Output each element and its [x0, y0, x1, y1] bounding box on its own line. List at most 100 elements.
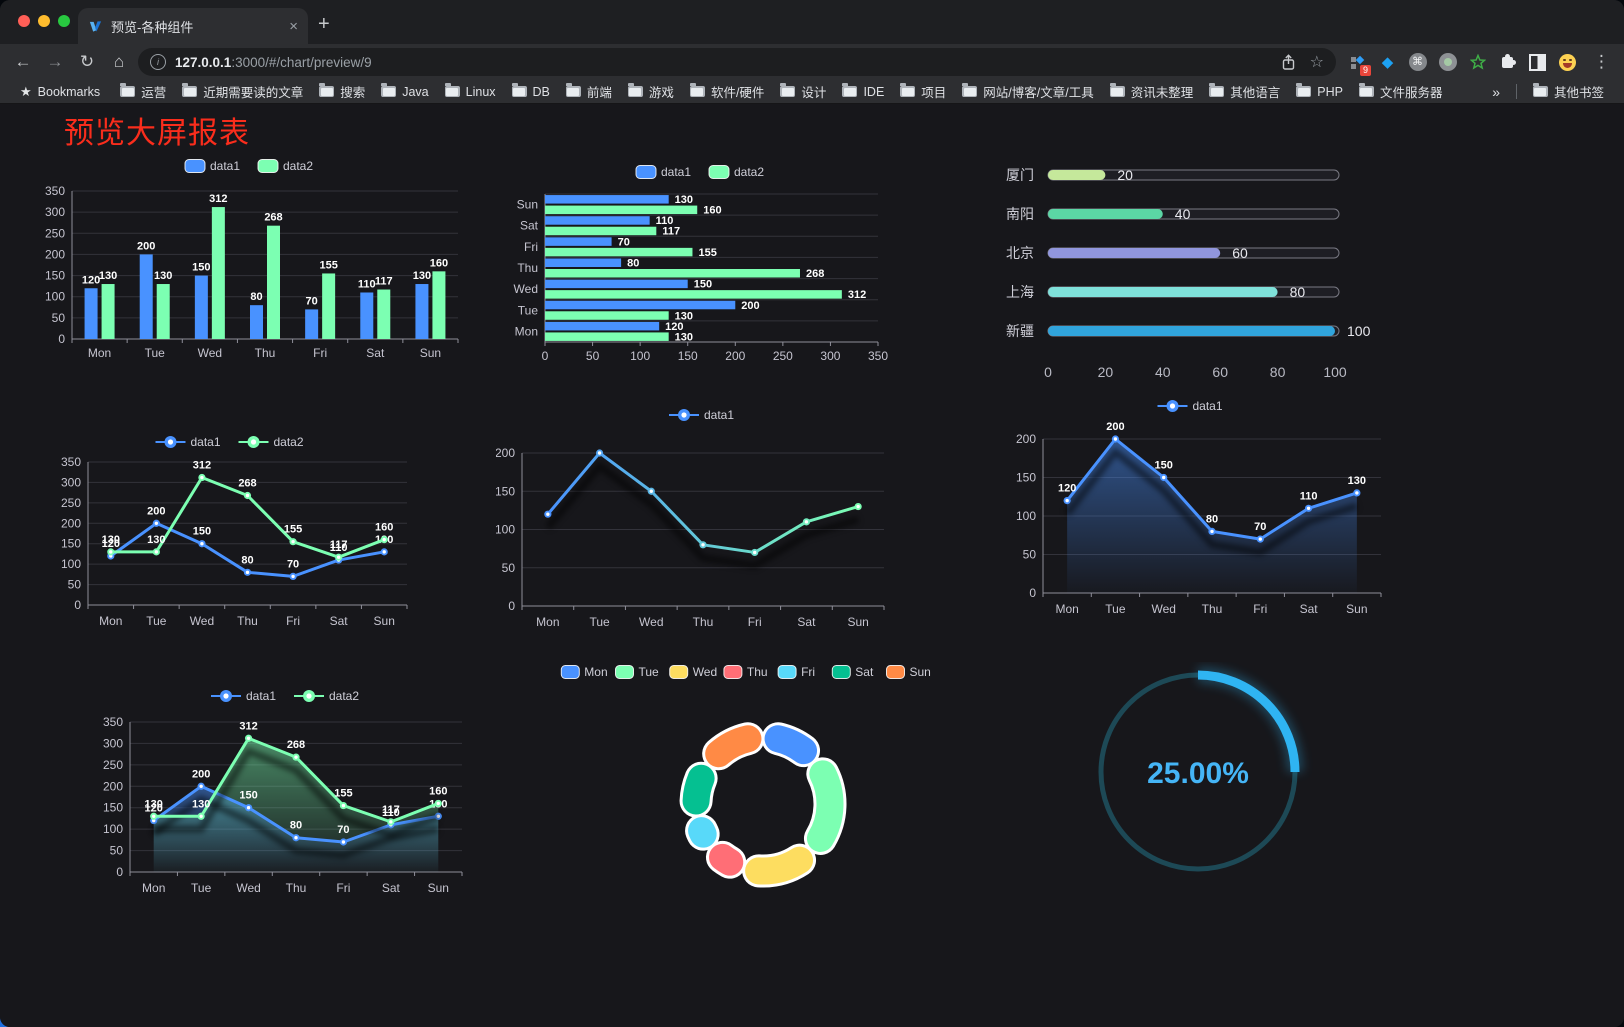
bookmark-folder[interactable]: 资讯未整理	[1102, 82, 1202, 101]
extensions-area: 9 ◆ ⌘	[1342, 53, 1583, 76]
new-tab-button[interactable]: +	[318, 13, 330, 35]
chart-canvas[interactable]: data1 data2 0 50 100 150 200 250 300 350 Mon Tue Wed…	[40, 148, 460, 366]
chart-bar-vertical[interactable]: data1 data2 0 50 100 150 200 250 300 350 Mon Tue Wed…	[40, 148, 460, 366]
chart-area-single[interactable]: data1 0 50 100 150 200 Mon Tue Wed Thu Fri Sat Sun 12…	[985, 392, 1397, 620]
svg-text:200: 200	[103, 779, 123, 793]
chart-area-two-series[interactable]: data1 data2 0 50 100 150 200 250 300 350 Mon Tue Wed…	[100, 682, 472, 908]
svg-text:20: 20	[1117, 167, 1133, 183]
svg-text:155: 155	[284, 524, 302, 536]
bookmark-folder[interactable]: DB	[504, 83, 558, 99]
svg-text:200: 200	[45, 247, 65, 261]
svg-text:268: 268	[287, 739, 305, 751]
chart-canvas[interactable]: 25.00%	[1078, 662, 1318, 882]
bookmark-label: Bookmarks	[37, 84, 101, 99]
svg-text:70: 70	[306, 295, 318, 307]
address-bar[interactable]: i 127.0.0.1:3000/#/chart/preview/9 ☆	[138, 48, 1336, 76]
chart-canvas[interactable]: Mon Tue Wed Thu Fri Sat Sun	[545, 652, 945, 904]
site-info-icon[interactable]: i	[150, 54, 166, 70]
folder-icon	[780, 83, 796, 97]
svg-text:200: 200	[725, 349, 745, 363]
folder-icon	[627, 83, 643, 97]
svg-text:70: 70	[337, 824, 349, 836]
folder-icon	[962, 83, 978, 97]
chart-gauge[interactable]: 25.00%	[1078, 662, 1318, 882]
contrast-icon[interactable]	[1528, 53, 1547, 72]
bookmark-folder[interactable]: 项目	[892, 82, 954, 101]
bookmark-folder[interactable]: 游戏	[620, 82, 682, 101]
bookmark-folder[interactable]: 文件服务器	[1351, 82, 1451, 101]
forward-button[interactable]: →	[46, 52, 64, 71]
gem-icon[interactable]: ◆	[1381, 54, 1394, 71]
svg-text:data1: data1	[661, 165, 691, 179]
folder-icon	[182, 83, 198, 97]
home-button[interactable]: ⌂	[113, 52, 125, 71]
bookmarks-root-item[interactable]: ★ Bookmarks	[12, 84, 108, 100]
svg-text:350: 350	[868, 349, 888, 363]
bookmarks-overflow-chevron[interactable]: »	[1492, 83, 1500, 100]
bookmark-folder[interactable]: Java	[373, 83, 436, 99]
svg-text:130: 130	[154, 270, 172, 282]
bookmark-folder[interactable]: 设计	[772, 82, 834, 101]
bookmark-star-icon[interactable]: ☆	[1309, 54, 1324, 71]
green-star-icon[interactable]	[1468, 53, 1487, 72]
svg-text:Sat: Sat	[366, 346, 385, 360]
bookmark-folder[interactable]: 网站/博客/文章/工具	[954, 82, 1101, 101]
svg-text:Fri: Fri	[801, 665, 815, 679]
bookmark-folder[interactable]: PHP	[1288, 83, 1351, 99]
bookmark-folder[interactable]: 其他语言	[1201, 82, 1288, 101]
bookmark-label: 设计	[801, 86, 827, 100]
chart-progress-bars[interactable]: 厦门 20 南阳 40 北京 60 上海 80 新疆 100 0 20 40 60 80 100	[990, 159, 1400, 389]
svg-text:Tue: Tue	[589, 615, 610, 629]
chart-canvas[interactable]: data1 data2 0 50 100 150 200 250 300 350 Mon Tue Wed…	[100, 682, 472, 908]
svg-text:130: 130	[675, 331, 693, 343]
url-text[interactable]: 127.0.0.1:3000/#/chart/preview/9	[175, 55, 1272, 70]
other-bookmarks-folder[interactable]: 其他书签	[1525, 82, 1612, 101]
svg-text:Thu: Thu	[286, 881, 307, 895]
zoom-window-button[interactable]	[58, 15, 70, 27]
svg-text:Sun: Sun	[374, 614, 395, 628]
puzzle-icon[interactable]	[1498, 53, 1517, 72]
chart-canvas[interactable]: data1 data2 0 50 100 150 200 250 300 350 Mon Tue Wed…	[48, 426, 413, 644]
chart-line-gradient[interactable]: data1 0 50 100 150 200 Mon Tue Wed Thu Fri Sat Sun	[496, 401, 909, 633]
bookmark-folder[interactable]: 近期需要读的文章	[174, 82, 311, 101]
svg-text:80: 80	[1290, 284, 1306, 300]
bookmark-folder[interactable]: IDE	[834, 83, 892, 99]
chart-line-two-series[interactable]: data1 data2 0 50 100 150 200 250 300 350 Mon Tue Wed…	[48, 426, 413, 644]
svg-text:130: 130	[102, 534, 120, 546]
bookmark-folder[interactable]: 运营	[112, 82, 174, 101]
share-icon[interactable]	[1281, 53, 1296, 71]
favicon	[89, 20, 102, 32]
bookmark-folder[interactable]: Linux	[437, 83, 504, 99]
bookmark-label: 运营	[141, 86, 167, 100]
browser-menu-icon[interactable]: ⋮	[1593, 52, 1610, 71]
chart-canvas[interactable]: data1 data2 0 50 100 150 200 250 300 350 Sun 130 160…	[500, 154, 902, 370]
bookmark-folder[interactable]: 前端	[558, 82, 620, 101]
tab-close-icon[interactable]: ×	[289, 17, 298, 35]
command-icon[interactable]: ⌘	[1408, 53, 1427, 72]
browser-tab[interactable]: 预览-各种组件 ×	[78, 8, 308, 44]
svg-text:50: 50	[502, 561, 516, 575]
chart-bar-horizontal[interactable]: data1 data2 0 50 100 150 200 250 300 350 Sun 130 160…	[500, 154, 902, 370]
back-button[interactable]: ←	[14, 52, 32, 71]
bookmarks-divider	[1515, 84, 1517, 99]
svg-text:Tue: Tue	[1105, 602, 1126, 616]
chart-canvas[interactable]: data1 0 50 100 150 200 Mon Tue Wed Thu Fri Sat Sun 12…	[985, 392, 1397, 620]
bookmark-folder[interactable]: 软件/硬件	[682, 82, 772, 101]
page-title: 预览大屏报表	[64, 117, 250, 150]
bookmark-label: 搜索	[340, 86, 366, 100]
bookmark-label: 项目	[921, 86, 947, 100]
chart-canvas[interactable]: data1 0 50 100 150 200 Mon Tue Wed Thu Fri Sat Sun	[496, 401, 909, 633]
extensions-grid-icon[interactable]: 9	[1348, 53, 1371, 76]
reload-button[interactable]: ↻	[79, 52, 95, 71]
chart-donut[interactable]: Mon Tue Wed Thu Fri Sat Sun	[545, 652, 945, 904]
emoji-icon[interactable]	[1558, 53, 1577, 72]
minimize-window-button[interactable]	[38, 15, 50, 27]
svg-text:150: 150	[45, 269, 65, 283]
close-window-button[interactable]	[18, 15, 30, 27]
svg-text:110: 110	[656, 215, 674, 227]
svg-text:130: 130	[192, 798, 210, 810]
chart-canvas[interactable]: 厦门 20 南阳 40 北京 60 上海 80 新疆 100 0 20 40 60 80 100	[990, 159, 1400, 389]
bookmark-folder[interactable]: 搜索	[311, 82, 373, 101]
svg-text:130: 130	[147, 534, 165, 546]
recorder-icon[interactable]	[1438, 53, 1457, 72]
